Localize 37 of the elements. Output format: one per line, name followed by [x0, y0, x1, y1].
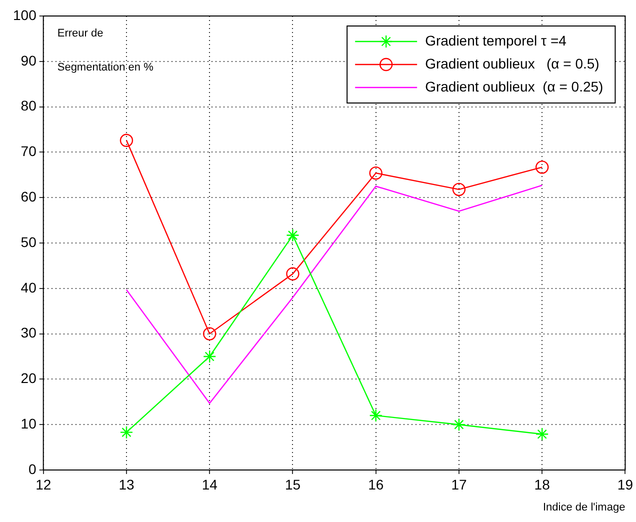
y-tick-label: 50	[20, 234, 37, 250]
x-tick-label: 18	[534, 476, 550, 492]
point	[120, 134, 134, 147]
point	[369, 166, 382, 180]
point	[286, 267, 300, 280]
y-tick-label: 90	[20, 52, 37, 68]
legend-label: Gradient oublieux (α = 0.25)	[425, 78, 604, 94]
point	[535, 160, 549, 174]
y-tick-label: 30	[20, 324, 37, 341]
point	[535, 428, 549, 441]
x-tick-label: 19	[617, 476, 634, 492]
legend-label: Gradient temporel τ =4	[425, 32, 567, 48]
y-tick-label: 10	[20, 415, 37, 432]
y-tick-label: 80	[20, 98, 37, 114]
x-tick-label: 14	[202, 476, 218, 492]
point	[120, 426, 134, 439]
x-tick-label: 15	[284, 476, 301, 492]
y-tick-label: 60	[20, 188, 37, 204]
annotation: Segmentation en %	[57, 62, 154, 74]
x-tick-label: 17	[451, 476, 467, 492]
point	[203, 350, 216, 364]
y-tick-label: 40	[20, 279, 37, 296]
y-tick-label: 0	[28, 460, 37, 477]
point	[452, 418, 466, 432]
x-tick-label: 13	[118, 476, 134, 492]
x-axis-title: Indice de l'image	[542, 501, 626, 514]
y-tick-label: 20	[20, 370, 37, 386]
x-tick-label: 12	[36, 476, 52, 492]
y-tick-label: 70	[20, 143, 37, 160]
annotation: Erreur de	[57, 28, 104, 40]
point	[369, 408, 382, 422]
y-tick-label: 100	[13, 6, 37, 23]
point	[286, 228, 300, 242]
legend-label: Gradient oublieux (α = 0.5)	[425, 55, 600, 72]
point	[452, 182, 466, 196]
point	[203, 327, 216, 340]
x-tick-label: 16	[368, 476, 384, 492]
